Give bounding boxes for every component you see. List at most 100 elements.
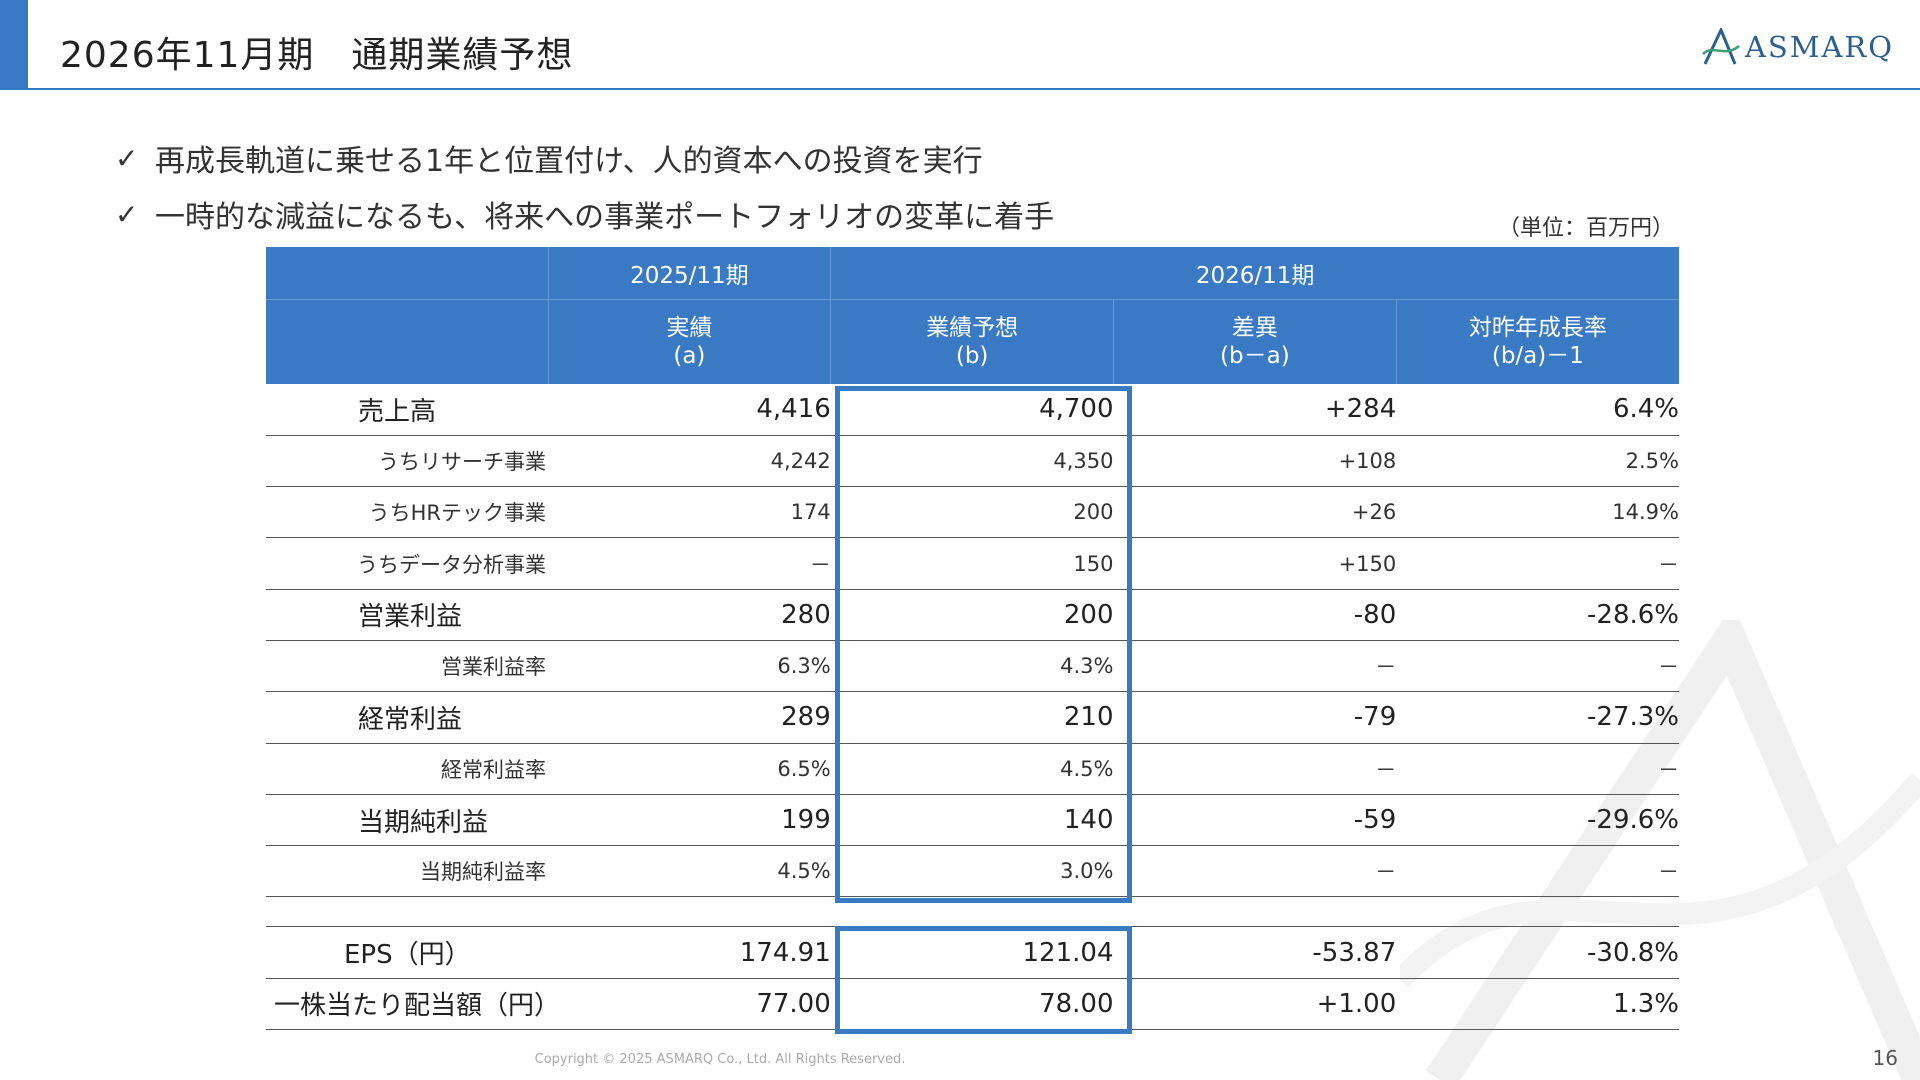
bullet-text: 再成長軌道に乗せる1年と位置付け、人的資本への投資を実行 — [155, 144, 983, 179]
slide-header: 2026年11月期 通期業績予想 ASMARQ — [0, 0, 1920, 90]
cell-actual: 77.00 — [548, 978, 831, 1031]
cell-forecast: 200 — [830, 589, 1114, 641]
bullet-item: ✓ 再成長軌道に乗せる1年と位置付け、人的資本への投資を実行 — [115, 130, 1054, 186]
header-period-prev: 2025/11期 — [547, 247, 831, 300]
table-header-row: 2025/11期 2026/11期 — [266, 247, 1679, 300]
cell-forecast: 78.00 — [830, 978, 1114, 1031]
table-row: 経常利益率 6.5% 4.5% － － — [266, 743, 1679, 795]
copyright-text: Copyright © 2025 ASMARQ Co., Ltd. All Ri… — [534, 1052, 906, 1067]
cell-growth-rate: － — [1396, 845, 1679, 898]
cell-difference: +26 — [1113, 486, 1397, 539]
row-label: 経常利益 — [266, 691, 548, 744]
cell-actual: 280 — [548, 589, 831, 641]
forecast-table: 2025/11期 2026/11期 実績 (a) 業績予想 (b) 差異 (b－a) … — [266, 247, 1679, 1031]
cell-forecast: 210 — [830, 691, 1114, 744]
bullet-text: 一時的な減益になるも、将来への事業ポートフォリオの変革に着手 — [155, 200, 1055, 235]
cell-difference: +150 — [1113, 537, 1397, 590]
asmarq-logo-icon — [1702, 28, 1740, 65]
checkmark-icon: ✓ — [115, 197, 139, 231]
table-row: うちリサーチ事業 4,242 4,350 +108 2.5% — [266, 435, 1679, 488]
cell-difference: -80 — [1113, 589, 1397, 641]
column-header-actual: 実績 (a) — [547, 299, 831, 384]
cell-forecast: 140 — [830, 794, 1114, 847]
bullet-item: ✓ 一時的な減益になるも、将来への事業ポートフォリオの変革に着手 — [115, 186, 1054, 242]
page-title: 2026年11月期 通期業績予想 — [60, 35, 574, 76]
asmarq-logo: ASMARQ — [1701, 28, 1894, 66]
cell-growth-rate: － — [1396, 640, 1679, 693]
cell-difference: － — [1113, 743, 1397, 795]
table-row: うちデータ分析事業 － 150 +150 － — [266, 537, 1679, 590]
row-label: 営業利益 — [266, 589, 548, 641]
checkmark-icon: ✓ — [115, 141, 139, 175]
table-row-eps: EPS（円） 174.91 121.04 -53.87 -30.8% — [266, 926, 1679, 979]
table-row: 当期純利益率 4.5% 3.0% － － — [266, 845, 1679, 898]
cell-actual: 6.3% — [548, 640, 831, 693]
row-label: うちリサーチ事業 — [266, 435, 548, 488]
cell-actual: 174.91 — [548, 926, 831, 979]
bullet-list: ✓ 再成長軌道に乗せる1年と位置付け、人的資本への投資を実行 ✓ 一時的な減益に… — [115, 130, 1054, 242]
cell-forecast: 4,350 — [830, 435, 1114, 488]
table-row-dividend: 一株当たり配当額（円） 77.00 78.00 +1.00 1.3% — [266, 978, 1679, 1031]
table-row: 経常利益 289 210 -79 -27.3% — [266, 691, 1679, 744]
forecast-eps-highlight-box — [835, 926, 1132, 1034]
cell-difference: +284 — [1113, 384, 1397, 436]
column-header-growth-rate: 対昨年成長率 (b/a)－1 — [1395, 299, 1679, 384]
cell-difference: +1.00 — [1113, 978, 1397, 1031]
unit-label: （単位：百万円） — [1498, 216, 1675, 241]
header-period-next: 2026/11期 — [830, 247, 1679, 300]
table-row: 当期純利益 199 140 -59 -29.6% — [266, 794, 1679, 847]
cell-growth-rate: -28.6% — [1396, 589, 1679, 641]
cell-actual: 199 — [548, 794, 831, 847]
cell-actual: 4.5% — [548, 845, 831, 898]
cell-difference: -79 — [1113, 691, 1397, 744]
cell-growth-rate: -27.3% — [1396, 691, 1679, 744]
row-label: 当期純利益率 — [266, 845, 548, 898]
header-accent-bar — [0, 0, 28, 90]
cell-growth-rate: － — [1396, 743, 1679, 795]
cell-difference: － — [1113, 640, 1397, 693]
cell-growth-rate: 6.4% — [1396, 384, 1679, 436]
header-blank — [266, 247, 548, 300]
cell-difference: -59 — [1113, 794, 1397, 847]
table-row: 売上高 4,416 4,700 +284 6.4% — [266, 384, 1679, 436]
cell-forecast: 121.04 — [830, 926, 1114, 979]
cell-growth-rate: -30.8% — [1396, 926, 1679, 979]
cell-difference: -53.87 — [1113, 926, 1397, 979]
cell-growth-rate: 14.9% — [1396, 486, 1679, 539]
cell-forecast: 4.3% — [830, 640, 1114, 693]
table-row: うちHRテック事業 174 200 +26 14.9% — [266, 486, 1679, 539]
table-row: 営業利益 280 200 -80 -28.6% — [266, 589, 1679, 641]
cell-growth-rate: 2.5% — [1396, 435, 1679, 488]
cell-growth-rate: － — [1396, 537, 1679, 590]
cell-actual: 289 — [548, 691, 831, 744]
logo-text: ASMARQ — [1744, 30, 1894, 64]
cell-forecast: 150 — [830, 537, 1114, 590]
cell-forecast: 3.0% — [830, 845, 1114, 898]
row-label: 売上高 — [266, 384, 548, 436]
table-header-row: 実績 (a) 業績予想 (b) 差異 (b－a) 対昨年成長率 (b/a)－1 — [266, 299, 1679, 384]
row-label: 当期純利益 — [266, 794, 548, 847]
cell-forecast: 200 — [830, 486, 1114, 539]
cell-growth-rate: 1.3% — [1396, 978, 1679, 1031]
row-label: うちHRテック事業 — [266, 486, 548, 539]
cell-actual: － — [548, 537, 831, 590]
cell-growth-rate: -29.6% — [1396, 794, 1679, 847]
column-header-difference: 差異 (b－a) — [1113, 299, 1397, 384]
header-blank — [266, 299, 548, 384]
page-number: 16 — [1872, 1046, 1898, 1070]
row-label: 一株当たり配当額（円） — [266, 978, 560, 1031]
row-label: 経常利益率 — [266, 743, 548, 795]
cell-forecast: 4.5% — [830, 743, 1114, 795]
cell-actual: 6.5% — [548, 743, 831, 795]
forecast-highlight-box — [835, 386, 1132, 903]
row-label: 営業利益率 — [266, 640, 548, 693]
cell-actual: 4,416 — [548, 384, 831, 436]
cell-actual: 174 — [548, 486, 831, 539]
cell-difference: +108 — [1113, 435, 1397, 488]
cell-difference: － — [1113, 845, 1397, 898]
cell-actual: 4,242 — [548, 435, 831, 488]
cell-forecast: 4,700 — [830, 384, 1114, 436]
row-label: うちデータ分析事業 — [266, 537, 548, 590]
table-row: 営業利益率 6.3% 4.3% － － — [266, 640, 1679, 693]
column-header-forecast: 業績予想 (b) — [830, 299, 1114, 384]
